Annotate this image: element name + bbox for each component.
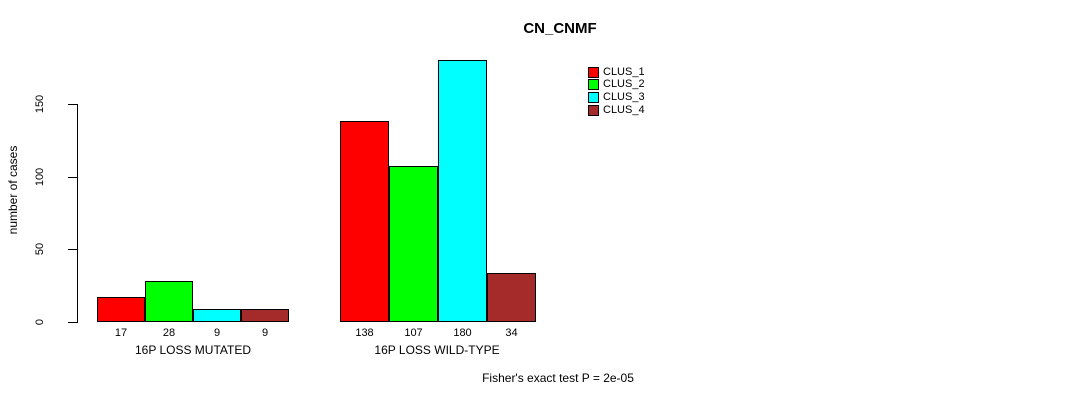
bar-value-label: 9 (261, 327, 269, 339)
bar-value-label: 138 (355, 327, 374, 339)
legend-item-clus_4: CLUS_4 (588, 104, 645, 117)
y-tick-label: 100 (34, 167, 46, 186)
annotation-text: Fisher's exact test P = 2e-05 (482, 371, 634, 385)
bar-clus_2-group1 (145, 281, 193, 322)
y-tick-label: 50 (34, 243, 46, 256)
bar-clus_4-group2 (487, 273, 536, 322)
y-axis-tick (68, 322, 77, 323)
category-label: 16P LOSS MUTATED (134, 343, 252, 357)
bar-value-label: 107 (404, 327, 423, 339)
legend-swatch-icon (588, 91, 599, 103)
legend-item-clus_1: CLUS_1 (588, 66, 645, 79)
legend-label: CLUS_4 (603, 103, 645, 116)
bar-clus_1-group1 (97, 297, 145, 322)
bar-clus_2-group2 (389, 166, 438, 322)
legend-item-clus_3: CLUS_3 (588, 91, 645, 104)
legend-label: CLUS_3 (603, 90, 645, 103)
legend-label: CLUS_2 (603, 78, 645, 91)
bar-value-label: 17 (114, 327, 128, 339)
legend-swatch-icon (588, 104, 599, 116)
legend: CLUS_1 CLUS_2 CLUS_3 CLUS_4 (588, 66, 645, 116)
bar-value-label: 9 (213, 327, 221, 339)
bar-clus_4-group1 (241, 309, 289, 322)
y-axis-line (77, 104, 78, 323)
y-tick-label: 150 (34, 94, 46, 114)
chart-title: CN_CNMF (523, 20, 597, 37)
bar-value-label: 34 (505, 327, 518, 339)
bar-value-label: 28 (162, 327, 176, 339)
bar-value-label: 180 (453, 327, 472, 339)
category-label: 16P LOSS WILD-TYPE (374, 343, 500, 357)
legend-swatch-icon (588, 66, 599, 78)
y-axis-tick (68, 177, 77, 178)
y-axis-title: number of cases (6, 145, 20, 235)
y-axis-tick (68, 104, 77, 105)
legend-swatch-icon (588, 79, 599, 91)
y-axis-tick (68, 249, 77, 250)
bar-clus_3-group1 (193, 309, 241, 322)
legend-item-clus_2: CLUS_2 (588, 79, 645, 92)
y-tick-label: 0 (34, 318, 46, 326)
bar-clus_3-group2 (438, 60, 487, 322)
bar-clus_1-group2 (340, 121, 389, 322)
legend-label: CLUS_1 (603, 65, 645, 78)
